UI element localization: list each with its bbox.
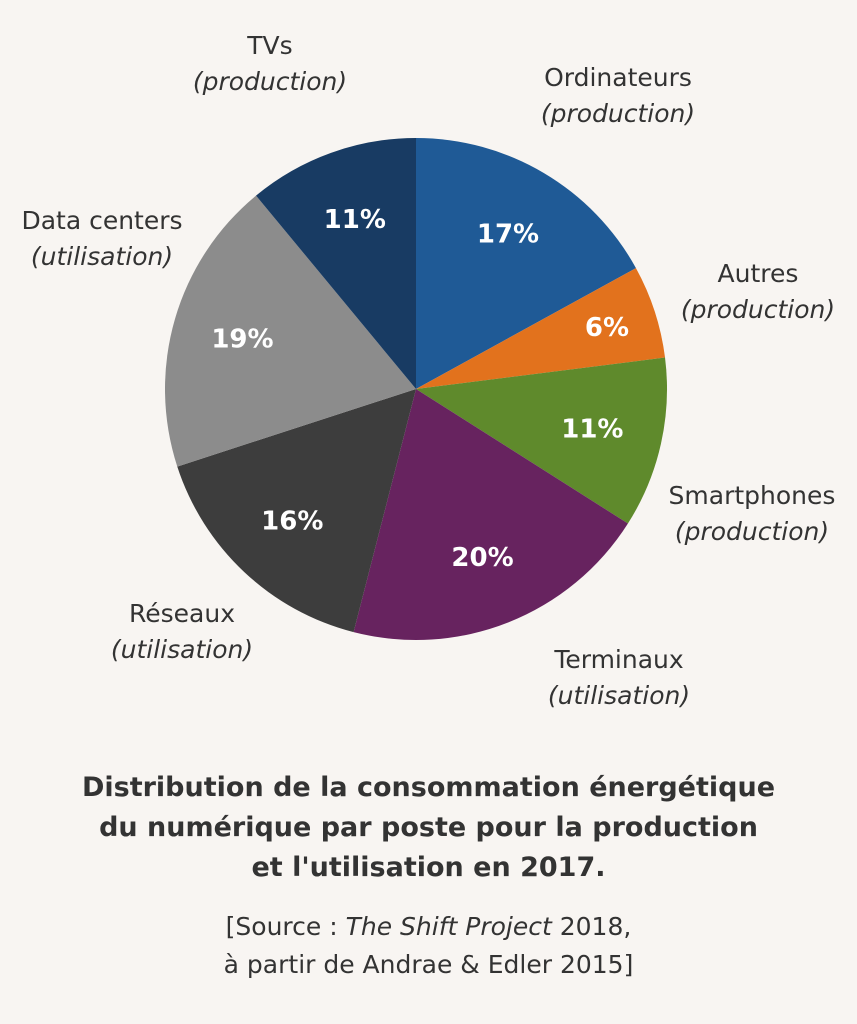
- data-label: 6%: [585, 313, 629, 343]
- pie-slice-data-centers: [165, 195, 416, 467]
- legend-label-tvs: TVs (production): [192, 31, 348, 96]
- data-label: 17%: [477, 219, 539, 249]
- legend-label-terminaux: Terminaux (utilisation): [547, 645, 691, 710]
- pie-slice-terminaux: [353, 389, 628, 640]
- chart-title: Distribution de la consommation énergéti…: [81, 772, 776, 883]
- data-label: 11%: [324, 205, 386, 235]
- pie-slice-ordinateurs: [416, 138, 636, 389]
- data-label: 20%: [451, 543, 513, 573]
- legend-label-reseaux: Réseaux (utilisation): [110, 599, 254, 664]
- pie-slice-autres: [416, 268, 666, 389]
- data-label: 11%: [561, 414, 623, 444]
- pie-chart: 17% 6% 11% 20% 16% 19% 11%: [165, 138, 668, 640]
- data-label: 19%: [211, 325, 273, 355]
- pie-slice-r-seaux: [177, 389, 416, 633]
- pie-slice-smartphones: [416, 357, 668, 524]
- legend-label-autres: Autres (production): [680, 259, 836, 324]
- pie-slice-tvs: [256, 138, 416, 389]
- chart-source: [Source : The Shift Project 2018, à part…: [223, 912, 634, 979]
- legend-label-smartphones: Smartphones (production): [668, 481, 836, 546]
- legend-label-data-centers: Data centers (utilisation): [21, 206, 183, 271]
- legend-label-ordinateurs: Ordinateurs (production): [540, 63, 696, 128]
- data-label: 16%: [261, 507, 323, 537]
